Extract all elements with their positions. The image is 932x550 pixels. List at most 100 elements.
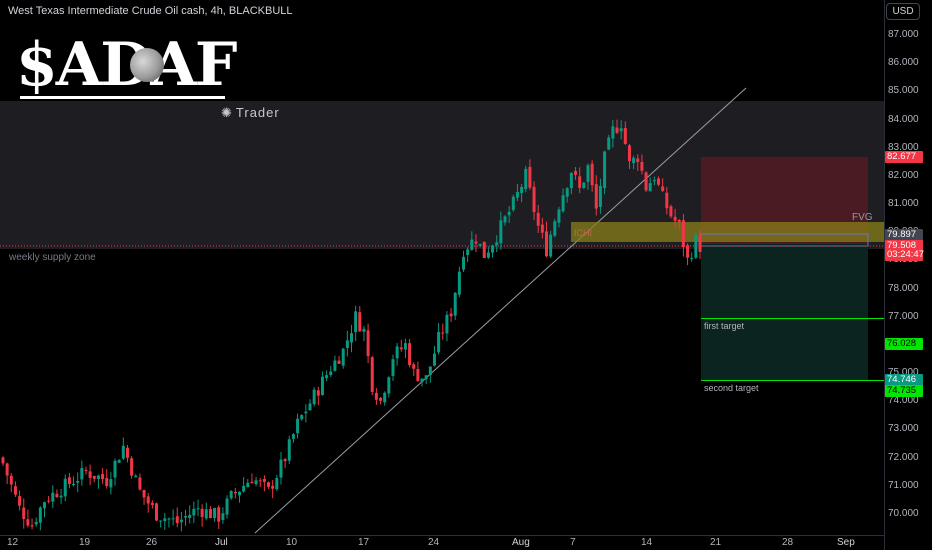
candle-body <box>283 459 287 462</box>
candle-body <box>627 145 631 162</box>
candle-body <box>9 475 13 485</box>
price-tag: 82.677 <box>885 150 923 163</box>
candle-body <box>291 434 295 439</box>
candle-body <box>304 411 308 414</box>
candle-body <box>22 507 26 520</box>
candle-body <box>138 477 142 490</box>
candle-body <box>121 445 125 459</box>
candle-body <box>51 492 55 502</box>
candle-body <box>217 507 221 522</box>
candle-body <box>258 480 262 482</box>
time-axis-label: 19 <box>79 537 91 548</box>
candle-body <box>657 178 661 185</box>
price-axis-label: 71.000 <box>888 479 919 491</box>
candle-body <box>171 518 175 520</box>
candle-body <box>403 343 407 350</box>
candle-body <box>611 126 615 139</box>
fvg-label: FVG <box>852 212 873 223</box>
candle-body <box>200 508 204 518</box>
candle-body <box>117 459 121 463</box>
trend-line[interactable] <box>254 87 747 534</box>
candle-body <box>491 245 495 253</box>
logo-subtitle-text: Trader <box>235 105 280 120</box>
candle-body <box>67 477 71 484</box>
price-axis-label: 85.000 <box>888 85 919 97</box>
candle-body <box>88 471 92 478</box>
candle-body <box>578 176 582 188</box>
time-axis-label: 21 <box>710 537 722 548</box>
candle-body <box>632 157 636 164</box>
candle-body <box>520 187 524 194</box>
take-profit-zone[interactable] <box>701 244 868 381</box>
candle-body <box>192 508 196 516</box>
candle-body <box>428 366 432 376</box>
candle-body <box>337 360 341 364</box>
candle-body <box>395 346 399 359</box>
candle-body <box>553 221 557 236</box>
candle-body <box>246 482 250 488</box>
candle-body <box>72 483 76 486</box>
candle-body <box>159 520 163 522</box>
candle-body <box>130 458 134 476</box>
time-axis-label: 7 <box>570 537 576 548</box>
time-axis-label: 28 <box>782 537 794 548</box>
candle-body <box>669 206 673 217</box>
candle-body <box>466 249 470 255</box>
candle-body <box>47 500 51 502</box>
candle-body <box>478 243 482 246</box>
candle-body <box>287 439 291 461</box>
candle-body <box>55 493 59 498</box>
price-axis-label: 87.000 <box>888 29 919 40</box>
candle-body <box>366 330 370 357</box>
candle-body <box>26 519 30 526</box>
candle-body <box>354 311 358 333</box>
candle-body <box>661 186 665 192</box>
candle-body <box>528 166 532 188</box>
candle-body <box>540 224 544 233</box>
candle-body <box>586 165 590 182</box>
candle-body <box>229 490 233 499</box>
ichimoku-zone[interactable] <box>571 222 884 242</box>
candle-body <box>233 492 237 494</box>
candle-body <box>296 418 300 434</box>
price-axis-label: 72.000 <box>888 451 919 463</box>
candle-body <box>677 219 681 223</box>
candle-body <box>424 375 428 380</box>
candle-body <box>113 460 117 478</box>
candle-body <box>242 485 246 492</box>
candle-body <box>453 292 457 316</box>
candle-body <box>532 186 536 213</box>
candle-body <box>92 475 96 479</box>
candle-body <box>308 403 312 411</box>
candle-body <box>474 241 478 244</box>
price-axis-label: 82.000 <box>888 169 919 181</box>
candle-body <box>237 491 241 496</box>
candle-body <box>18 496 22 506</box>
candle-body <box>482 241 486 258</box>
candle-body <box>565 188 569 197</box>
candle-body <box>686 245 690 258</box>
first-target-label: first target <box>704 321 745 331</box>
currency-button[interactable]: USD <box>886 3 920 20</box>
candle-body <box>279 459 283 478</box>
price-tag: 74.735 <box>885 385 923 398</box>
candle-body <box>619 128 623 132</box>
candle-body <box>80 467 84 480</box>
logo: $ADAF <box>16 30 237 102</box>
second-target-label: second target <box>704 383 759 393</box>
candle-body <box>544 231 548 257</box>
time-axis-label: 14 <box>641 537 653 548</box>
candles-group <box>1 119 702 532</box>
candle-body <box>590 163 594 186</box>
candle-body <box>524 168 528 190</box>
candle-body <box>1 457 5 464</box>
candle-body <box>101 473 105 480</box>
logo-text: $ADAF <box>16 30 237 100</box>
candle-body <box>350 333 353 343</box>
price-axis-label: 74.000 <box>888 395 919 407</box>
candle-body <box>105 477 109 486</box>
time-axis-label: Aug <box>512 537 530 548</box>
logo-underline <box>20 96 225 99</box>
candle-body <box>432 353 436 366</box>
